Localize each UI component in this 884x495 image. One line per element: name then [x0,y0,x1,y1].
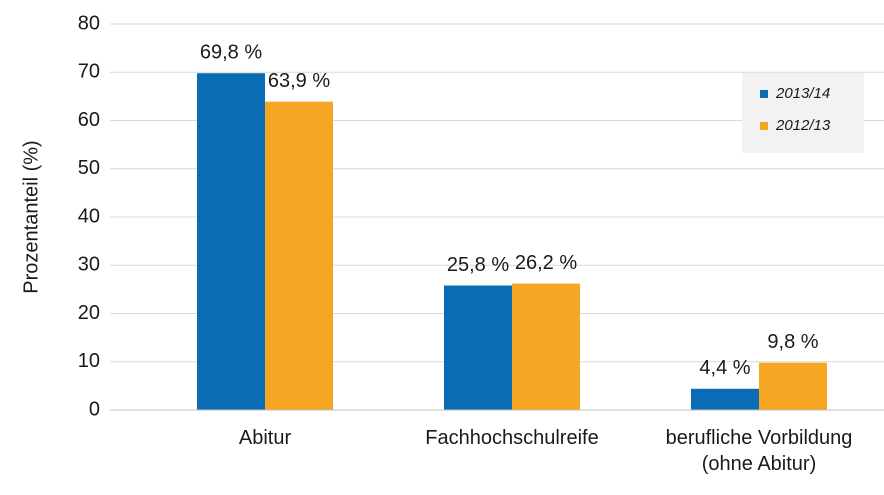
value-label: 25,8 % [447,254,509,276]
value-label: 63,9 % [268,70,330,92]
y-tick-label: 70 [78,61,100,83]
y-tick-label: 60 [78,109,100,131]
legend-label: 2012/13 [775,117,831,134]
legend-box [742,73,864,153]
value-label: 69,8 % [200,41,262,63]
y-tick-label: 50 [78,157,100,179]
x-tick-label: berufliche Vorbildung (ohne Abitur) [665,427,853,475]
y-tick-label: 30 [78,254,100,276]
y-tick-label: 10 [78,350,100,372]
legend-label: 2013/14 [775,85,830,102]
x-tick-label: Fachhochschulreife [425,427,599,449]
y-tick-label: 0 [89,398,100,420]
x-tick-label: Abitur [238,427,292,449]
bar [197,73,265,410]
value-label: 9,8 % [767,331,818,353]
bar [512,283,580,410]
legend-swatch [760,90,768,98]
legend-swatch [760,122,768,130]
y-tick-label: 40 [78,205,100,227]
y-tick-label: 20 [78,302,100,324]
bar [759,362,827,410]
y-axis-label: Prozentanteil (%) [20,140,42,293]
value-label: 4,4 % [699,357,750,379]
value-label: 26,2 % [515,252,577,274]
bar [691,388,759,410]
bar [444,285,512,410]
bar [265,101,333,411]
y-tick-label: 80 [78,12,100,34]
